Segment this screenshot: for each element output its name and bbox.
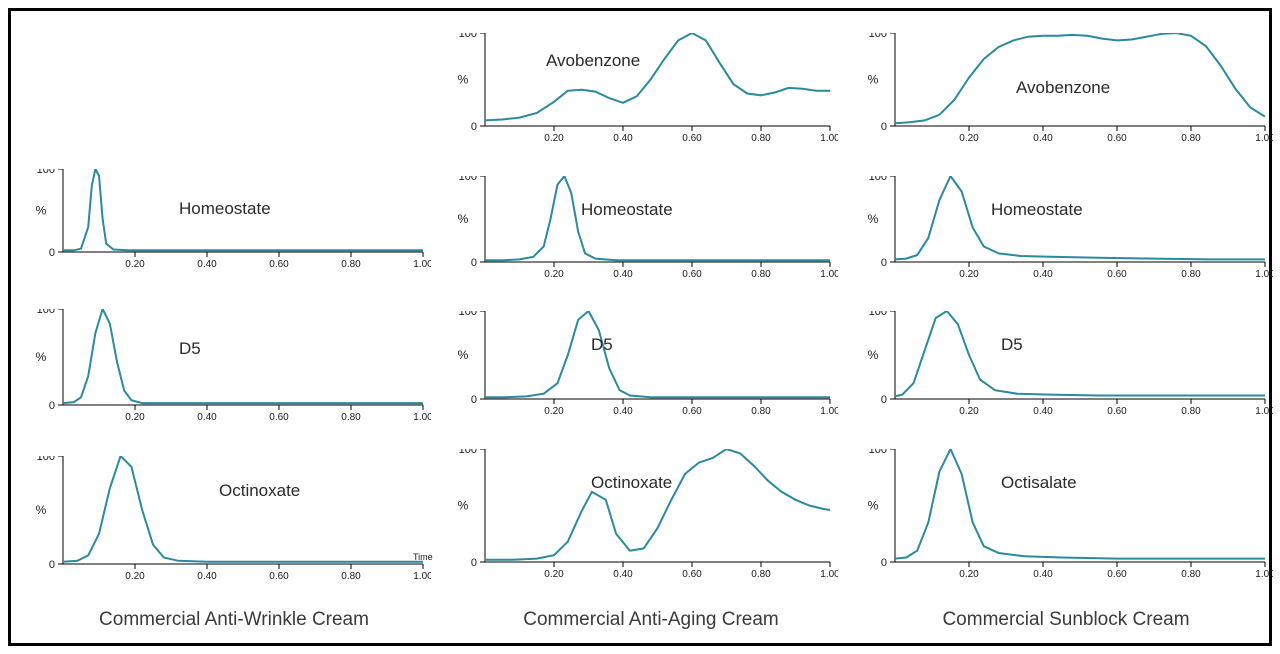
svg-text:%: % [868, 348, 879, 362]
svg-text:1.00: 1.00 [1255, 269, 1273, 280]
svg-text:100: 100 [869, 33, 887, 40]
svg-text:0.80: 0.80 [1181, 133, 1201, 144]
svg-text:0: 0 [881, 394, 887, 406]
svg-text:0.60: 0.60 [1107, 133, 1127, 144]
chromatogram-chart: 0.20 0.40 0.60 0.80 1.00 0 100 % Homeostate [861, 176, 1273, 284]
svg-text:1.00: 1.00 [1255, 569, 1273, 580]
chromatogram-chart: 0.20 0.40 0.60 0.80 1.00 0 100 % Octisalate [861, 449, 1273, 584]
svg-text:%: % [868, 212, 879, 226]
compound-label: Avobenzone [1016, 78, 1110, 98]
svg-text:0.60: 0.60 [1107, 406, 1127, 417]
svg-text:0.20: 0.20 [959, 569, 979, 580]
svg-text:100: 100 [869, 176, 887, 183]
chart-svg: 0.20 0.40 0.60 0.80 1.00 0 100 % [861, 311, 1273, 421]
figure-frame: 0.20 0.40 0.60 0.80 1.00 0 100 % Homeostate 0… [8, 8, 1272, 646]
svg-text:0.20: 0.20 [959, 406, 979, 417]
svg-text:0: 0 [881, 257, 887, 269]
chromatogram-chart: 0.20 0.40 0.60 0.80 1.00 0 100 % Avobenzone [861, 33, 1273, 148]
compound-label: D5 [1001, 335, 1023, 355]
chart-svg: 0.20 0.40 0.60 0.80 1.00 0 100 % [861, 176, 1273, 284]
svg-text:0.40: 0.40 [1033, 406, 1053, 417]
svg-text:0.60: 0.60 [1107, 269, 1127, 280]
svg-text:0.40: 0.40 [1033, 133, 1053, 144]
svg-text:100: 100 [869, 449, 887, 456]
chart-svg: 0.20 0.40 0.60 0.80 1.00 0 100 % [861, 449, 1273, 584]
svg-text:0: 0 [881, 121, 887, 133]
svg-text:0.20: 0.20 [959, 269, 979, 280]
svg-text:1.00: 1.00 [1255, 133, 1273, 144]
chromatogram-chart: 0.20 0.40 0.60 0.80 1.00 0 100 % D5 [861, 311, 1273, 421]
svg-text:0.80: 0.80 [1181, 406, 1201, 417]
svg-text:0.80: 0.80 [1181, 269, 1201, 280]
svg-text:0.80: 0.80 [1181, 569, 1201, 580]
column-title: Commercial Sunblock Cream [861, 609, 1271, 631]
svg-text:0.40: 0.40 [1033, 569, 1053, 580]
svg-text:0.40: 0.40 [1033, 269, 1053, 280]
svg-text:%: % [868, 499, 879, 513]
svg-text:1.00: 1.00 [1255, 406, 1273, 417]
svg-text:%: % [868, 73, 879, 87]
compound-label: Octisalate [1001, 473, 1077, 493]
svg-text:0: 0 [881, 557, 887, 569]
svg-text:0.20: 0.20 [959, 133, 979, 144]
svg-text:0.60: 0.60 [1107, 569, 1127, 580]
compound-label: Homeostate [991, 200, 1083, 220]
svg-text:100: 100 [869, 311, 887, 318]
